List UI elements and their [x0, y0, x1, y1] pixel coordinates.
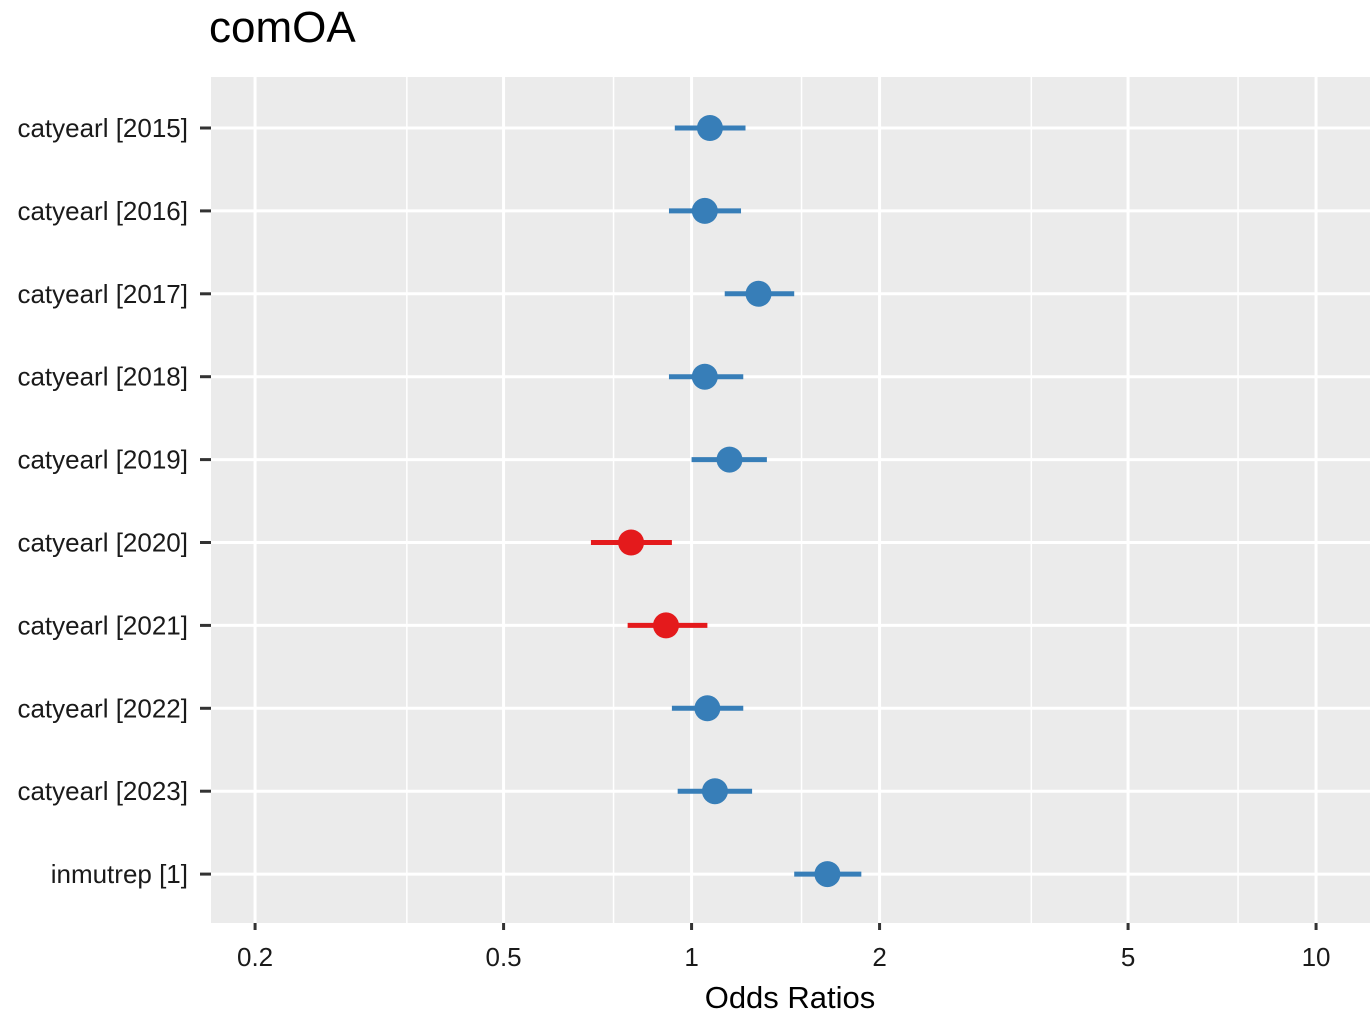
- y-tick-label: catyearl [2018]: [17, 362, 188, 392]
- x-tick-label: 2: [872, 942, 886, 972]
- estimate-point: [696, 115, 723, 141]
- term-row-5: [590, 529, 672, 556]
- y-tick-label: catyearl [2023]: [17, 776, 188, 806]
- x-axis: 0.2 0.5 1 2 5 10: [237, 923, 1331, 972]
- term-row-2: [724, 280, 795, 307]
- term-row-6: [627, 612, 708, 639]
- x-tick-label: 0.5: [486, 942, 522, 972]
- y-tick-label: inmutrep [1]: [51, 859, 188, 889]
- plot-panel: [211, 77, 1370, 923]
- y-tick-label: catyearl [2019]: [17, 445, 188, 475]
- x-tick-label: 0.2: [237, 942, 273, 972]
- term-row-9: [794, 861, 862, 888]
- x-tick-label: 10: [1302, 942, 1331, 972]
- y-tick-label: catyearl [2015]: [17, 113, 188, 143]
- estimate-point: [618, 529, 645, 556]
- y-tick-label: catyearl [2020]: [17, 528, 188, 558]
- x-tick-label: 1: [684, 942, 698, 972]
- minor-gridlines: [406, 77, 1239, 923]
- x-tick-label: 5: [1121, 942, 1135, 972]
- x-axis-label: Odds Ratios: [705, 980, 876, 1009]
- term-row-7: [671, 695, 744, 722]
- estimate-point: [745, 280, 772, 307]
- estimate-point: [814, 861, 841, 888]
- chart-title: comOA: [209, 3, 356, 52]
- estimate-point: [701, 778, 728, 805]
- term-row-8: [677, 778, 753, 805]
- y-tick-label: catyearl [2016]: [17, 196, 188, 226]
- term-row-0: [674, 115, 746, 141]
- estimate-point: [691, 363, 718, 390]
- estimate-point: [716, 446, 743, 473]
- estimate-point: [694, 695, 721, 722]
- term-row-1: [668, 197, 742, 224]
- y-tick-label: catyearl [2022]: [17, 693, 188, 723]
- estimate-point: [652, 612, 679, 639]
- term-row-3: [668, 363, 744, 390]
- y-tick-label: catyearl [2021]: [17, 610, 188, 640]
- term-row-4: [691, 446, 767, 473]
- forest-marks: [590, 115, 862, 888]
- estimate-point: [691, 197, 718, 224]
- y-tick-label: catyearl [2017]: [17, 279, 188, 309]
- y-axis: catyearl [2015] catyearl [2016] catyearl […: [17, 113, 211, 889]
